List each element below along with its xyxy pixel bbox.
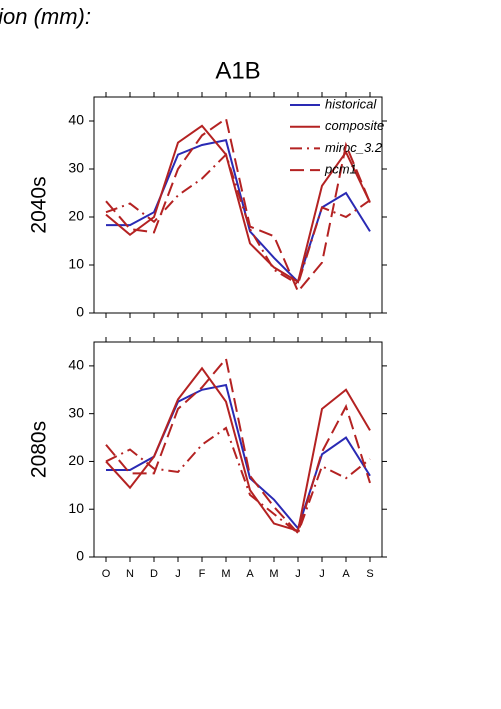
y-tick-label: 10	[68, 256, 84, 272]
plot-frame	[93, 96, 383, 314]
series-line	[106, 383, 371, 531]
x-tick-label: F	[199, 568, 206, 580]
legend-label: pcm1	[324, 162, 357, 177]
y-tick-label: 0	[76, 304, 84, 320]
x-tick-label: D	[150, 568, 158, 580]
legend-label: composite	[325, 118, 384, 133]
y-tick-label: 30	[68, 160, 84, 176]
y-tick-label: 30	[68, 404, 84, 420]
x-tick-label: J	[175, 568, 181, 580]
x-tick-label: O	[102, 568, 111, 580]
chart-title: A1B	[215, 57, 260, 84]
x-tick-label: M	[221, 568, 230, 580]
y-tick-label: 20	[68, 452, 84, 468]
x-tick-label: A	[246, 568, 254, 580]
header: tion (mm):	[0, 4, 91, 29]
legend-label: miroc_3.2	[325, 140, 383, 155]
legend-label: historical	[325, 96, 377, 111]
x-tick-label: A	[342, 568, 350, 580]
y-axis-label: 2040s	[28, 176, 51, 233]
y-axis-label: 2080s	[28, 421, 51, 478]
series-line	[105, 356, 371, 536]
series-line	[105, 116, 371, 294]
x-tick-label: N	[126, 568, 134, 580]
series-line	[105, 366, 371, 532]
y-tick-label: 10	[68, 500, 84, 516]
y-tick-label: 40	[68, 357, 84, 373]
series-line	[105, 152, 371, 286]
x-tick-label: M	[269, 568, 278, 580]
y-tick-label: 20	[68, 208, 84, 224]
x-tick-label: J	[319, 568, 325, 580]
y-tick-label: 0	[76, 548, 84, 564]
x-tick-label: J	[295, 568, 301, 580]
series-line	[105, 426, 371, 535]
x-tick-label: S	[366, 568, 373, 580]
y-tick-label: 40	[68, 112, 84, 128]
series-line	[106, 139, 371, 284]
plot-frame	[93, 341, 383, 558]
